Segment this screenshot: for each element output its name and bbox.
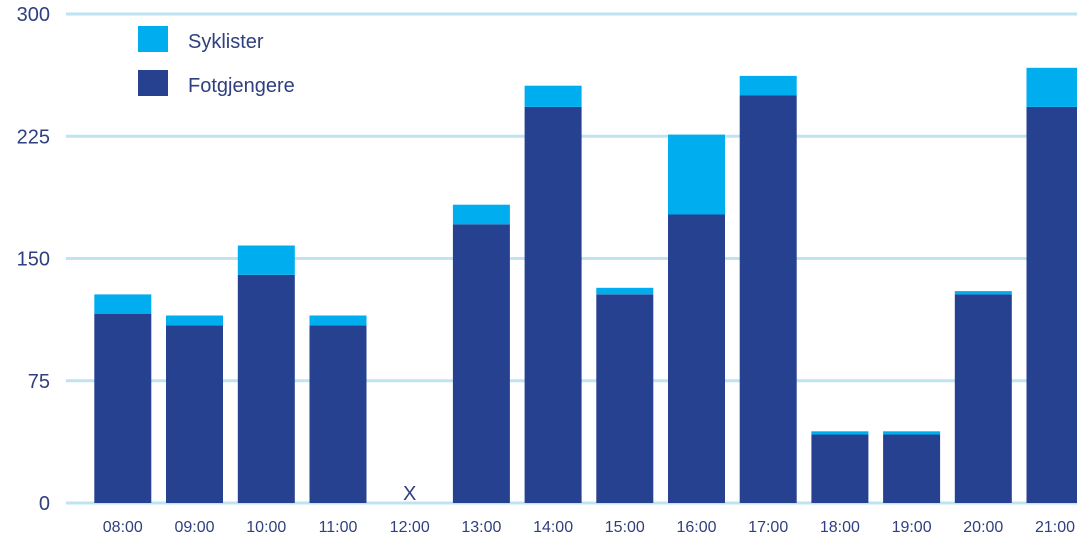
bar-fotgjengere-1800 [811,434,869,503]
bar-syklister-1600 [668,134,725,215]
x-tick-label: 08:00 [103,519,143,535]
bar-fotgjengere-2000 [954,294,1012,503]
x-tick-label: 12:00 [390,519,430,535]
x-tick-label: 11:00 [319,519,358,535]
x-tick-label: 19:00 [892,519,932,535]
bar-syklister-1400 [524,85,582,107]
x-tick-label: 13:00 [461,519,501,535]
y-tick-label: 225 [17,126,50,148]
y-tick-label: 300 [17,4,50,26]
legend: Syklister Fotgjengere [138,26,295,97]
bar-syklister-1300 [452,204,510,225]
bar-syklister-2100 [1026,67,1077,107]
y-tick-label: 0 [39,493,50,515]
bars [94,67,1077,504]
x-tick-label: 15:00 [605,519,645,535]
x-tick-label: 16:00 [676,519,716,535]
y-axis-ticks: 0 75 150 225 300 [17,4,50,515]
bar-fotgjengere-1500 [596,294,654,503]
bar-fotgjengere-1600 [668,214,725,503]
x-tick-label: 21:00 [1035,519,1075,535]
bar-fotgjengere-1400 [524,106,582,504]
bar-syklister-1700 [739,75,797,96]
x-tick-label: 18:00 [820,519,860,535]
bar-syklister-1000 [237,245,295,275]
bar-syklister-1100 [309,315,367,326]
bar-fotgjengere-0900 [166,325,223,503]
x-tick-label: 10:00 [246,519,286,535]
bar-fotgjengere-2100 [1026,106,1077,504]
bar-syklister-0900 [166,315,223,326]
legend-label-syklister: Syklister [188,31,264,53]
x-tick-label: 14:00 [533,519,573,535]
bar-fotgjengere-1000 [237,274,295,503]
bar-syklister-1500 [596,287,654,295]
legend-swatch-syklister [138,26,168,52]
bar-fotgjengere-1100 [309,325,367,503]
y-tick-label: 150 [17,249,50,271]
x-tick-label: 09:00 [174,519,214,535]
bar-syklister-1900 [883,431,941,435]
bar-fotgjengere-1900 [883,434,941,503]
bar-fotgjengere-0800 [94,313,152,503]
x-tick-label: 17:00 [748,519,788,535]
legend-label-fotgjengere: Fotgjengere [188,75,295,97]
bar-syklister-2000 [954,291,1012,295]
bar-syklister-0800 [94,294,152,314]
missing-data-marker: X [403,483,416,505]
bar-fotgjengere-1700 [739,95,797,503]
legend-swatch-fotgjengere [138,70,168,96]
bar-syklister-1800 [811,431,869,435]
x-tick-label: 20:00 [963,519,1003,535]
bar-fotgjengere-1300 [452,224,510,504]
x-axis-ticks: 08:00 09:00 10:00 11:00 12:00 13:00 14:00 15:00… [103,519,1075,535]
y-tick-label: 75 [28,371,50,393]
